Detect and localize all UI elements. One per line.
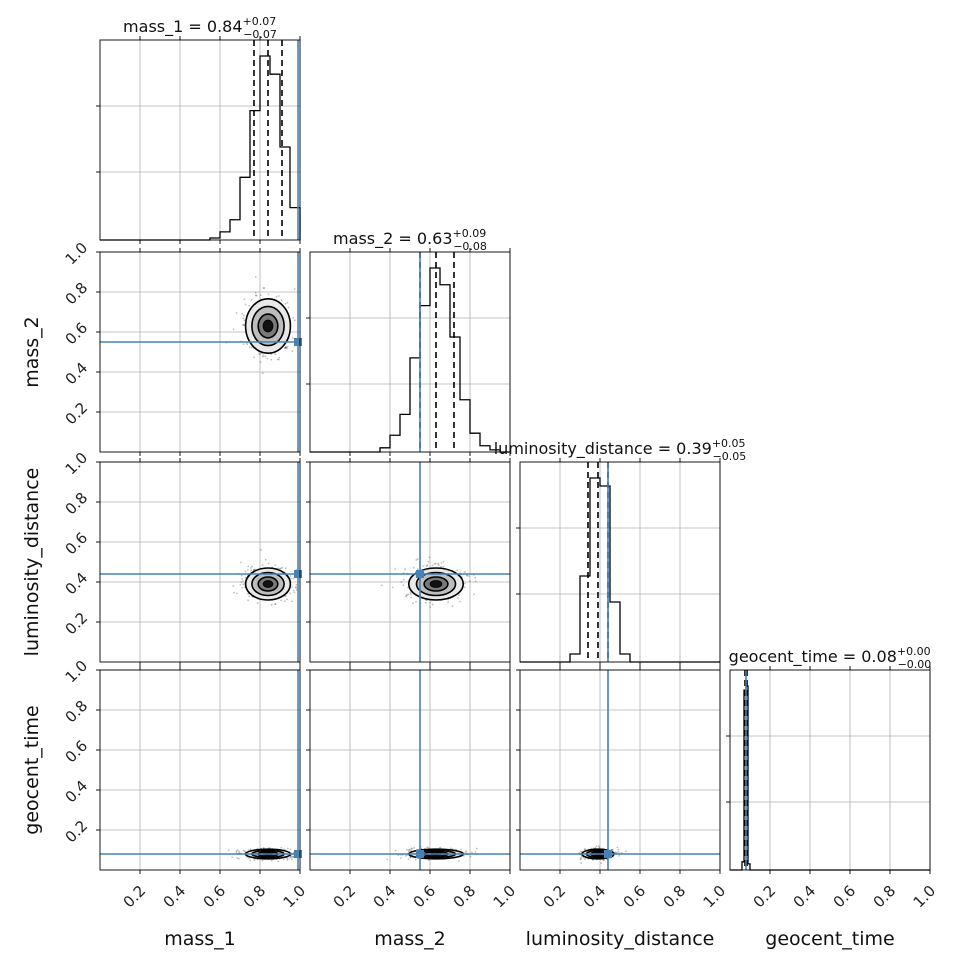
x-tick-label-mass_1-4: 1.0 <box>280 882 310 912</box>
panel-geocent_time-hist <box>726 666 931 874</box>
y-tick-label-mass_2-0: 0.2 <box>62 399 92 429</box>
y-tick-label-geocent_time-2: 0.6 <box>62 737 92 767</box>
x-tick-label-mass_2-3: 0.8 <box>450 882 480 912</box>
panel-mass_1-vs-luminosity_distance <box>96 458 302 666</box>
y-tick-label-mass_2-4: 1.0 <box>62 239 92 269</box>
y-tick-label-geocent_time-0: 0.2 <box>62 817 92 847</box>
truth-marker <box>294 850 302 858</box>
panel-frame <box>519 669 721 871</box>
x-tick-label-luminosity_distance-4: 1.0 <box>700 882 730 912</box>
y-tick-label-mass_2-2: 0.6 <box>62 319 92 349</box>
y-tick-label-luminosity_distance-4: 1.0 <box>62 449 92 479</box>
histogram-geocent_time <box>730 685 930 871</box>
x-axis-label-mass_1: mass_1 <box>164 928 236 950</box>
x-axis-label-geocent_time: geocent_time <box>765 928 894 950</box>
y-tick-label-mass_2-3: 0.8 <box>62 279 92 309</box>
histogram-mass_1 <box>100 55 301 241</box>
contour-level-3 <box>429 580 443 588</box>
truth-marker <box>416 850 424 858</box>
histogram-luminosity_distance <box>520 477 720 663</box>
panel-mass_2-vs-geocent_time <box>306 666 511 874</box>
y-axis-label-mass_2: mass_2 <box>21 316 43 388</box>
panel-luminosity_distance-vs-geocent_time <box>516 666 721 874</box>
x-tick-label-mass_2-0: 0.2 <box>330 882 360 912</box>
x-tick-label-mass_1-1: 0.4 <box>160 882 190 912</box>
truth-marker <box>416 570 424 578</box>
x-tick-label-geocent_time-3: 0.8 <box>870 882 900 912</box>
panel-frame <box>99 39 301 241</box>
x-tick-label-luminosity_distance-1: 0.4 <box>580 882 610 912</box>
y-tick-label-geocent_time-4: 1.0 <box>62 657 92 687</box>
labels-layer: mass_1 = 0.84+0.07 −0.07 mass_2 = 0.63+0.0… <box>21 15 939 950</box>
x-tick-label-luminosity_distance-3: 0.8 <box>660 882 690 912</box>
x-tick-label-mass_1-3: 0.8 <box>240 882 270 912</box>
y-tick-label-luminosity_distance-2: 0.6 <box>62 529 92 559</box>
y-tick-label-luminosity_distance-0: 0.2 <box>62 609 92 639</box>
panel-frame <box>309 251 511 453</box>
y-axis-label-luminosity_distance: luminosity_distance <box>21 468 43 657</box>
truth-marker <box>294 570 302 578</box>
panel-frame <box>309 669 511 871</box>
panel-frame <box>99 251 301 453</box>
truth-marker <box>294 338 302 346</box>
panel-frame <box>729 669 931 871</box>
x-axis-label-luminosity_distance: luminosity_distance <box>526 928 715 950</box>
title-luminosity_distance: luminosity_distance = 0.39+0.05 −0.05 <box>494 437 747 463</box>
panel-mass_2-hist <box>306 248 511 456</box>
panels-layer <box>96 36 931 874</box>
y-tick-label-geocent_time-1: 0.4 <box>62 777 92 807</box>
histogram-mass_2 <box>310 267 510 453</box>
x-tick-label-mass_2-2: 0.6 <box>410 882 440 912</box>
title-mass_1: mass_1 = 0.84+0.07 −0.07 <box>123 15 277 41</box>
title-geocent_time: geocent_time = 0.08+0.00 −0.00 <box>729 645 932 671</box>
y-tick-label-mass_2-1: 0.4 <box>62 359 92 389</box>
panel-mass_1-hist <box>96 36 301 244</box>
panel-luminosity_distance-hist <box>516 458 721 666</box>
y-tick-label-geocent_time-3: 0.8 <box>62 697 92 727</box>
panel-frame <box>519 461 721 663</box>
y-tick-label-luminosity_distance-1: 0.4 <box>62 569 92 599</box>
contour-level-3 <box>262 319 274 333</box>
x-tick-label-mass_1-0: 0.2 <box>120 882 150 912</box>
x-tick-label-geocent_time-2: 0.6 <box>830 882 860 912</box>
panel-mass_1-vs-geocent_time <box>96 666 302 874</box>
panel-frame <box>309 461 511 663</box>
title-mass_2: mass_2 = 0.63+0.09 −0.08 <box>333 227 487 253</box>
x-tick-label-luminosity_distance-0: 0.2 <box>540 882 570 912</box>
panel-mass_1-vs-mass_2 <box>96 248 302 456</box>
panel-frame <box>99 669 301 871</box>
x-tick-label-geocent_time-4: 1.0 <box>910 882 940 912</box>
x-tick-label-mass_1-2: 0.6 <box>200 882 230 912</box>
x-tick-label-luminosity_distance-2: 0.6 <box>620 882 650 912</box>
x-tick-label-mass_2-4: 1.0 <box>490 882 520 912</box>
y-axis-label-geocent_time: geocent_time <box>21 705 43 834</box>
contour-level-3 <box>262 580 274 588</box>
x-tick-label-geocent_time-1: 0.4 <box>790 882 820 912</box>
y-tick-label-luminosity_distance-3: 0.8 <box>62 489 92 519</box>
panel-frame <box>99 461 301 663</box>
x-tick-label-mass_2-1: 0.4 <box>370 882 400 912</box>
truth-marker <box>604 850 612 858</box>
panel-mass_2-vs-luminosity_distance <box>306 458 511 666</box>
x-axis-label-mass_2: mass_2 <box>374 928 446 950</box>
x-tick-label-geocent_time-0: 0.2 <box>750 882 780 912</box>
